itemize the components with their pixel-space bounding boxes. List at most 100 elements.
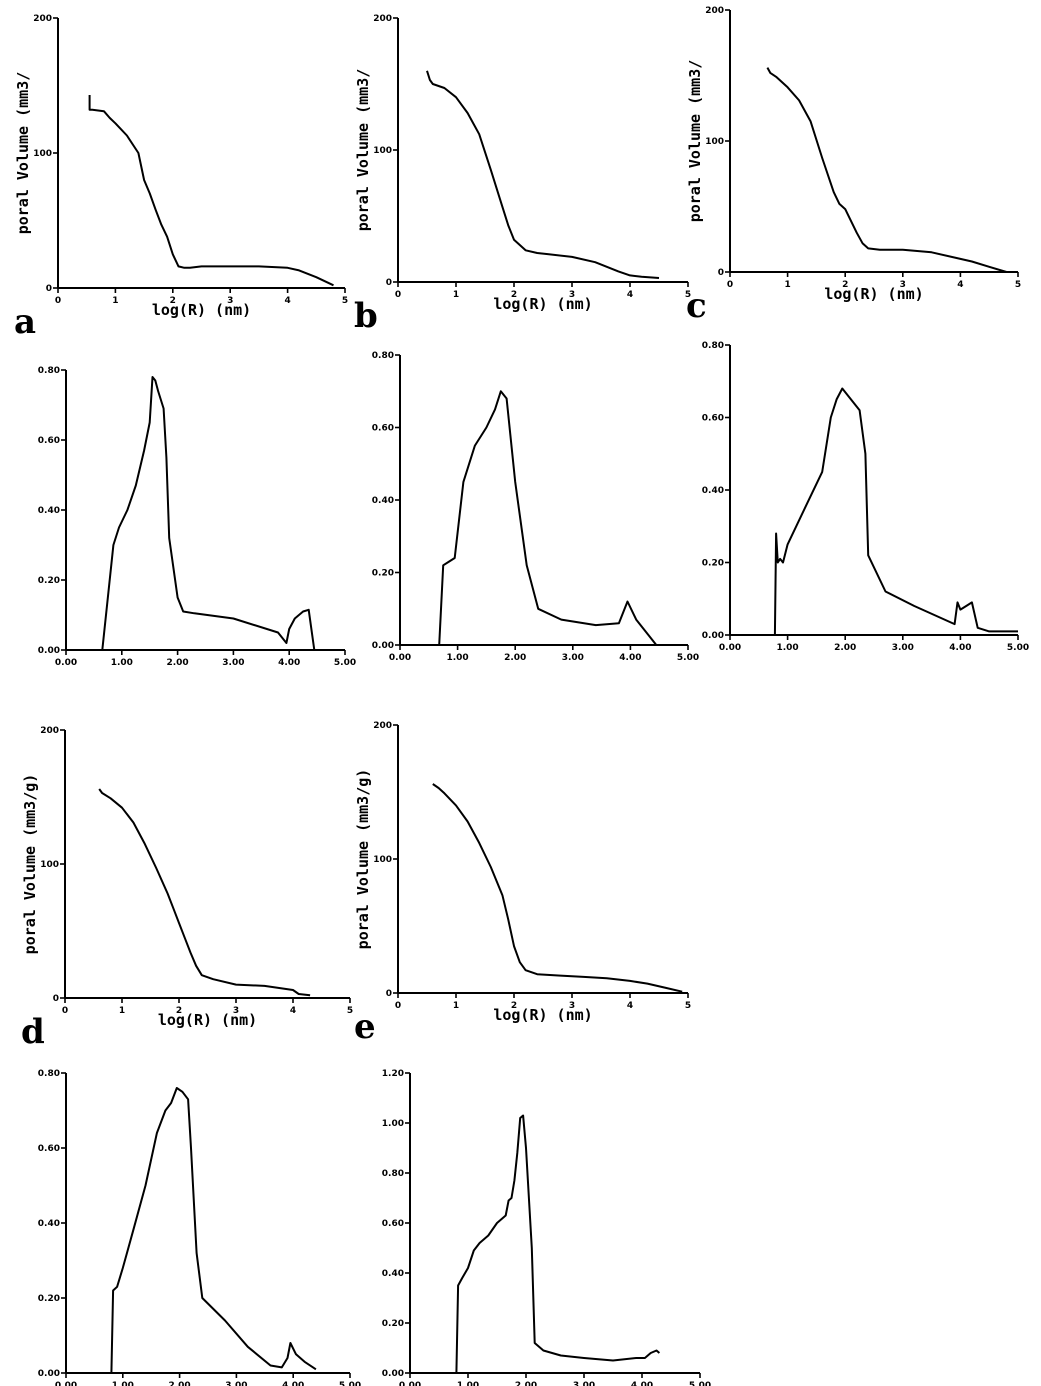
y-tick-label-e-distribution-4: 0.80 — [382, 1169, 404, 1179]
x-tick-label-a-5: 5 — [342, 296, 348, 306]
x-tick-label-b-0: 0 — [395, 290, 401, 300]
x-tick-label-d-0: 0 — [62, 1006, 68, 1016]
y-axis-title-a: poral Volume (mm3/ — [14, 72, 32, 235]
y-tick-label-b-distribution-0: 0.00 — [372, 641, 394, 651]
y-axis-title-c: poral Volume (mm3/ — [686, 60, 704, 223]
x-tick-label-e-2: 2 — [511, 1001, 517, 1011]
y-tick-label-e-distribution-3: 0.60 — [382, 1219, 404, 1229]
y-tick-label-d-2: 200 — [40, 726, 59, 736]
x-tick-label-e-distribution-2: 2.00 — [515, 1381, 537, 1386]
chart-c: 0 1 2 3 4 5 0 100 200 log(R) (nm) poral Volume (mm… — [686, 6, 1021, 326]
x-tick-label-d-distribution-0: 0.00 — [55, 1381, 77, 1386]
y-tick-label-e-2: 200 — [373, 721, 392, 731]
x-tick-label-e-distribution-1: 1.00 — [457, 1381, 479, 1386]
x-tick-label-e-4: 4 — [627, 1001, 633, 1011]
series-line-a-0 — [88, 95, 334, 287]
y-tick-label-d-distribution-2: 0.40 — [38, 1219, 60, 1229]
x-axis-title-d: log(R) (nm) — [158, 1011, 257, 1029]
y-tick-label-a-0: 0 — [46, 284, 52, 294]
x-tick-label-a-distribution-1: 1.00 — [111, 658, 133, 668]
x-tick-label-d-4: 4 — [290, 1006, 296, 1016]
y-tick-label-c-distribution-3: 0.60 — [702, 414, 724, 424]
y-tick-label-d-distribution-4: 0.80 — [38, 1069, 60, 1079]
x-tick-label-a-distribution-5: 5.00 — [334, 658, 356, 668]
y-tick-label-c-distribution-1: 0.20 — [702, 559, 724, 569]
y-tick-label-c-1: 100 — [705, 137, 724, 147]
y-tick-label-e-1: 100 — [373, 855, 392, 865]
x-axis-title-b: log(R) (nm) — [493, 295, 592, 313]
y-tick-label-a-distribution-0: 0.00 — [38, 646, 60, 656]
y-tick-label-c-2: 200 — [705, 6, 724, 16]
x-tick-label-a-3: 3 — [227, 296, 233, 306]
x-tick-label-e-distribution-0: 0.00 — [399, 1381, 421, 1386]
x-axis-title-a: log(R) (nm) — [152, 301, 251, 319]
x-tick-label-e-distribution-4: 4.00 — [631, 1381, 653, 1386]
series-line-d-0 — [98, 788, 311, 997]
x-tick-label-e-0: 0 — [395, 1001, 401, 1011]
x-tick-label-b-distribution-5: 5.00 — [677, 653, 699, 663]
x-tick-label-a-2: 2 — [170, 296, 176, 306]
x-tick-label-d-distribution-3: 3.00 — [225, 1381, 247, 1386]
y-tick-label-b-distribution-2: 0.40 — [372, 496, 394, 506]
x-tick-label-d-2: 2 — [176, 1006, 182, 1016]
y-tick-label-e-distribution-0: 0.00 — [382, 1369, 404, 1379]
panel-label-d: d — [21, 1012, 45, 1052]
y-tick-label-e-0: 0 — [386, 989, 392, 999]
y-tick-label-d-distribution-3: 0.60 — [38, 1144, 60, 1154]
x-tick-label-c-5: 5 — [1015, 280, 1021, 290]
x-axis-title-e: log(R) (nm) — [493, 1006, 592, 1024]
x-tick-label-b-2: 2 — [511, 290, 517, 300]
series-line-c-0 — [766, 67, 1007, 273]
x-tick-label-b-4: 4 — [627, 290, 633, 300]
x-tick-label-c-2: 2 — [842, 280, 848, 290]
x-tick-label-d-distribution-1: 1.00 — [112, 1381, 134, 1386]
x-tick-label-c-4: 4 — [957, 280, 963, 290]
y-tick-label-a-1: 100 — [33, 149, 52, 159]
x-tick-label-b-distribution-1: 1.00 — [446, 653, 468, 663]
y-tick-label-e-distribution-2: 0.40 — [382, 1269, 404, 1279]
chart-d: 0 1 2 3 4 5 0 100 200 log(R) (nm) poral Volume (mm… — [21, 726, 353, 1052]
x-tick-label-a-distribution-0: 0.00 — [55, 658, 77, 668]
x-tick-label-b-distribution-2: 2.00 — [504, 653, 526, 663]
x-tick-label-d-distribution-4: 4.00 — [282, 1381, 304, 1386]
x-tick-label-a-distribution-4: 4.00 — [278, 658, 300, 668]
chart-a-distribution: 0.00 1.00 2.00 3.00 4.00 5.00 0.00 0.20 0.40 0.60… — [38, 366, 356, 668]
y-tick-label-a-distribution-1: 0.20 — [38, 576, 60, 586]
series-line-d-distribution-0 — [110, 1087, 317, 1374]
x-tick-label-e-distribution-3: 3.00 — [573, 1381, 595, 1386]
x-tick-label-a-4: 4 — [284, 296, 290, 306]
chart-e-distribution: 0.00 1.00 2.00 3.00 4.00 5.00 0.00 0.20 0.40 0.60… — [382, 1069, 711, 1386]
x-tick-label-e-1: 1 — [453, 1001, 459, 1011]
y-tick-label-d-distribution-0: 0.00 — [38, 1369, 60, 1379]
x-axis-title-c: log(R) (nm) — [824, 285, 923, 303]
y-tick-label-a-distribution-3: 0.60 — [38, 436, 60, 446]
y-axis-title-b: poral Volume (mm3/ — [354, 69, 372, 232]
chart-c-distribution: 0.00 1.00 2.00 3.00 4.00 5.00 0.00 0.20 0.40 0.60… — [702, 341, 1029, 653]
x-tick-label-c-distribution-3: 3.00 — [892, 643, 914, 653]
x-tick-label-a-distribution-2: 2.00 — [166, 658, 188, 668]
y-tick-label-b-2: 200 — [373, 14, 392, 24]
x-tick-label-a-0: 0 — [55, 296, 61, 306]
x-tick-label-d-distribution-5: 5.00 — [339, 1381, 361, 1386]
y-tick-label-c-0: 0 — [718, 268, 724, 278]
x-tick-label-c-3: 3 — [900, 280, 906, 290]
series-line-a-distribution-0 — [101, 376, 316, 651]
series-line-b-0 — [426, 70, 660, 279]
y-tick-label-a-distribution-2: 0.40 — [38, 506, 60, 516]
y-tick-label-b-distribution-3: 0.60 — [372, 424, 394, 434]
y-tick-label-d-1: 100 — [40, 860, 59, 870]
x-tick-label-b-3: 3 — [569, 290, 575, 300]
x-tick-label-d-distribution-2: 2.00 — [168, 1381, 190, 1386]
x-tick-label-d-5: 5 — [347, 1006, 353, 1016]
x-tick-label-b-distribution-3: 3.00 — [562, 653, 584, 663]
panel-label-a: a — [14, 302, 36, 342]
series-line-b-distribution-0 — [438, 390, 658, 646]
x-tick-label-e-3: 3 — [569, 1001, 575, 1011]
x-tick-label-c-1: 1 — [784, 280, 790, 290]
x-tick-label-c-distribution-2: 2.00 — [834, 643, 856, 653]
x-tick-label-d-1: 1 — [119, 1006, 125, 1016]
x-tick-label-e-5: 5 — [685, 1001, 691, 1011]
chart-d-distribution: 0.00 1.00 2.00 3.00 4.00 5.00 0.00 0.20 0.40 0.60… — [38, 1069, 361, 1386]
x-tick-label-a-distribution-3: 3.00 — [222, 658, 244, 668]
